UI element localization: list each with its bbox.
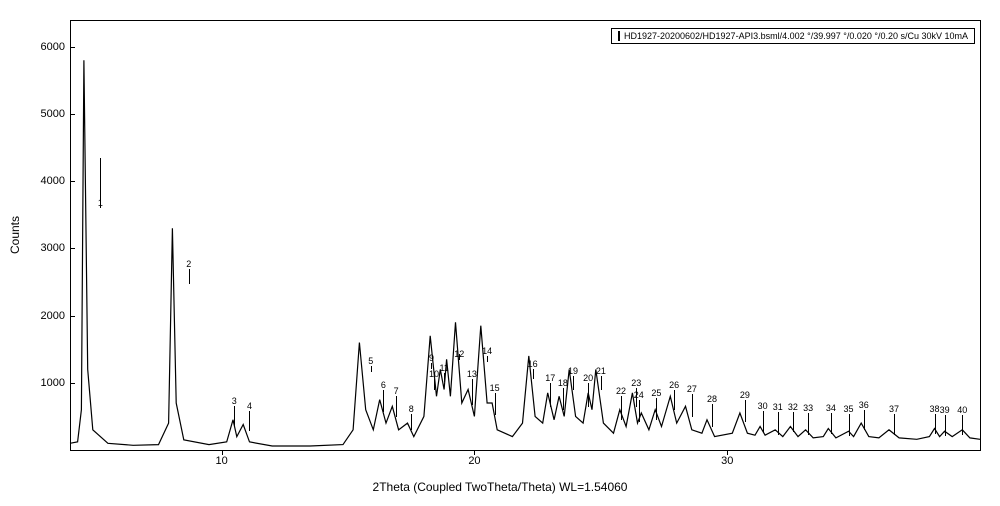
peak-connector bbox=[692, 394, 693, 417]
peak-label: 2 bbox=[186, 259, 191, 269]
peak-label: 22 bbox=[616, 386, 626, 396]
peak-label: 6 bbox=[381, 380, 386, 390]
peak-connector bbox=[588, 383, 589, 407]
peak-connector bbox=[396, 396, 397, 417]
y-tick-label: 6000 bbox=[10, 41, 65, 53]
peak-label: 28 bbox=[707, 394, 717, 404]
peak-connector bbox=[550, 383, 551, 407]
peak-connector bbox=[533, 369, 534, 379]
peak-connector bbox=[563, 388, 564, 410]
peak-connector bbox=[962, 415, 963, 435]
peak-connector bbox=[495, 393, 496, 415]
peak-connector bbox=[411, 414, 412, 429]
peak-label: 18 bbox=[558, 378, 568, 388]
peak-label: 17 bbox=[545, 373, 555, 383]
peak-connector bbox=[808, 413, 809, 435]
peak-label: 35 bbox=[844, 404, 854, 414]
peak-label: 26 bbox=[669, 380, 679, 390]
peak-label: 30 bbox=[758, 401, 768, 411]
peak-connector bbox=[249, 411, 250, 431]
x-tick-label: 20 bbox=[468, 455, 480, 467]
peak-label: 25 bbox=[651, 388, 661, 398]
peak-label: 32 bbox=[788, 402, 798, 412]
peak-label: 12 bbox=[454, 349, 464, 359]
peak-label: 36 bbox=[859, 400, 869, 410]
peak-label: 19 bbox=[568, 366, 578, 376]
x-tick-label: 10 bbox=[216, 455, 228, 467]
x-axis bbox=[70, 450, 980, 451]
x-axis-label: 2Theta (Coupled TwoTheta/Theta) WL=1.540… bbox=[373, 480, 628, 494]
peak-connector bbox=[487, 356, 488, 362]
peak-label: 15 bbox=[490, 383, 500, 393]
peak-label: 4 bbox=[247, 401, 252, 411]
peak-connector bbox=[763, 411, 764, 432]
peak-connector bbox=[945, 415, 946, 436]
peak-label: 20 bbox=[583, 373, 593, 383]
peak-connector bbox=[894, 414, 895, 435]
y-tick-label: 5000 bbox=[10, 108, 65, 120]
peak-label: 33 bbox=[803, 403, 813, 413]
peak-label: 16 bbox=[528, 359, 538, 369]
peak-connector bbox=[383, 390, 384, 413]
peak-label: 38 bbox=[929, 404, 939, 414]
peak-label: 3 bbox=[232, 396, 237, 406]
peak-label: 37 bbox=[889, 404, 899, 414]
peak-label: 27 bbox=[687, 384, 697, 394]
y-tick-label: 4000 bbox=[10, 175, 65, 187]
peak-connector bbox=[793, 412, 794, 432]
peak-connector bbox=[639, 400, 640, 423]
peak-label: 23 bbox=[631, 378, 641, 388]
peak-connector bbox=[189, 269, 190, 284]
x-tick-label: 30 bbox=[721, 455, 733, 467]
xrd-chart: 100020003000400050006000 102030 Counts 2… bbox=[0, 0, 1000, 506]
peak-label: 29 bbox=[740, 390, 750, 400]
peak-label: 5 bbox=[368, 356, 373, 366]
peak-connector bbox=[371, 366, 372, 372]
peak-label: 34 bbox=[826, 403, 836, 413]
peak-connector bbox=[621, 396, 622, 420]
peak-label: 11 bbox=[439, 363, 448, 373]
y-axis-label: Counts bbox=[8, 216, 22, 254]
diffraction-curve bbox=[70, 20, 980, 450]
peak-label: 8 bbox=[409, 404, 414, 414]
peak-connector bbox=[431, 363, 432, 369]
peak-connector bbox=[656, 398, 657, 420]
peak-label: 10 bbox=[429, 369, 439, 379]
peak-label: 14 bbox=[482, 346, 492, 356]
peak-label: 13 bbox=[467, 369, 477, 379]
peak-label: 7 bbox=[394, 386, 399, 396]
peak-label: 1 bbox=[98, 198, 103, 208]
peak-connector bbox=[674, 390, 675, 410]
peak-label: 39 bbox=[940, 405, 950, 415]
peak-connector bbox=[712, 404, 713, 427]
peak-connector bbox=[434, 379, 435, 389]
y-tick-label: 2000 bbox=[10, 310, 65, 322]
peak-connector bbox=[935, 414, 936, 434]
peak-label: 31 bbox=[773, 402, 783, 412]
peak-connector bbox=[745, 400, 746, 423]
peak-connector bbox=[444, 373, 445, 382]
peak-connector bbox=[234, 406, 235, 427]
peak-connector bbox=[831, 413, 832, 434]
peak-connector bbox=[778, 412, 779, 435]
peak-label: 21 bbox=[596, 366, 606, 376]
peak-connector bbox=[864, 410, 865, 430]
peak-connector bbox=[849, 414, 850, 436]
peak-connector bbox=[601, 376, 602, 389]
peak-label: 9 bbox=[429, 353, 434, 363]
peak-label: 40 bbox=[957, 405, 967, 415]
peak-label: 24 bbox=[634, 390, 644, 400]
peak-connector bbox=[472, 379, 473, 404]
peak-connector bbox=[573, 376, 574, 389]
y-tick-label: 1000 bbox=[10, 377, 65, 389]
